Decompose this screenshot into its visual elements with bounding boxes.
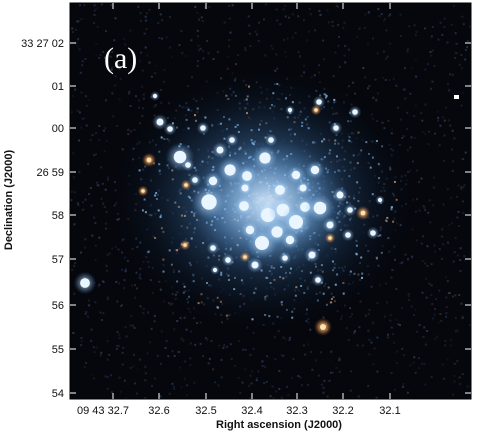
x-tick-label: 32.6 — [148, 405, 169, 417]
panel-label: (a) — [104, 42, 137, 75]
sky-image — [70, 3, 471, 399]
y-tick-label: 58 — [52, 210, 64, 222]
x-tick-label: 32.5 — [195, 405, 216, 417]
y-tick-label: 56 — [52, 300, 64, 312]
x-tick-label: 32.2 — [332, 405, 353, 417]
x-axis-title: Right ascension (J2000) — [216, 419, 342, 431]
y-axis-ticks: 33 27 02 01 00 26 59 58 57 56 55 54 — [21, 38, 471, 400]
x-axis-ticks: 09 43 32.7 32.6 32.5 32.4 32.3 32.2 32.1 — [77, 3, 401, 417]
x-tick-label: 32.4 — [241, 405, 262, 417]
image-frame — [69, 2, 472, 400]
y-tick-label: 55 — [52, 344, 64, 356]
x-tick-label: 09 43 32.7 — [77, 405, 129, 417]
star-field — [73, 91, 459, 336]
x-tick-label: 32.1 — [379, 405, 400, 417]
y-axis-title: Declination (J2000) — [3, 150, 15, 251]
y-tick-label: 54 — [52, 388, 64, 400]
y-tick-label: 26 59 — [36, 167, 64, 179]
y-tick-label: 33 27 02 — [21, 38, 64, 50]
y-tick-label: 00 — [52, 123, 64, 135]
x-tick-label: 32.3 — [286, 405, 307, 417]
y-tick-label: 57 — [52, 254, 64, 266]
y-tick-label: 01 — [52, 81, 64, 93]
